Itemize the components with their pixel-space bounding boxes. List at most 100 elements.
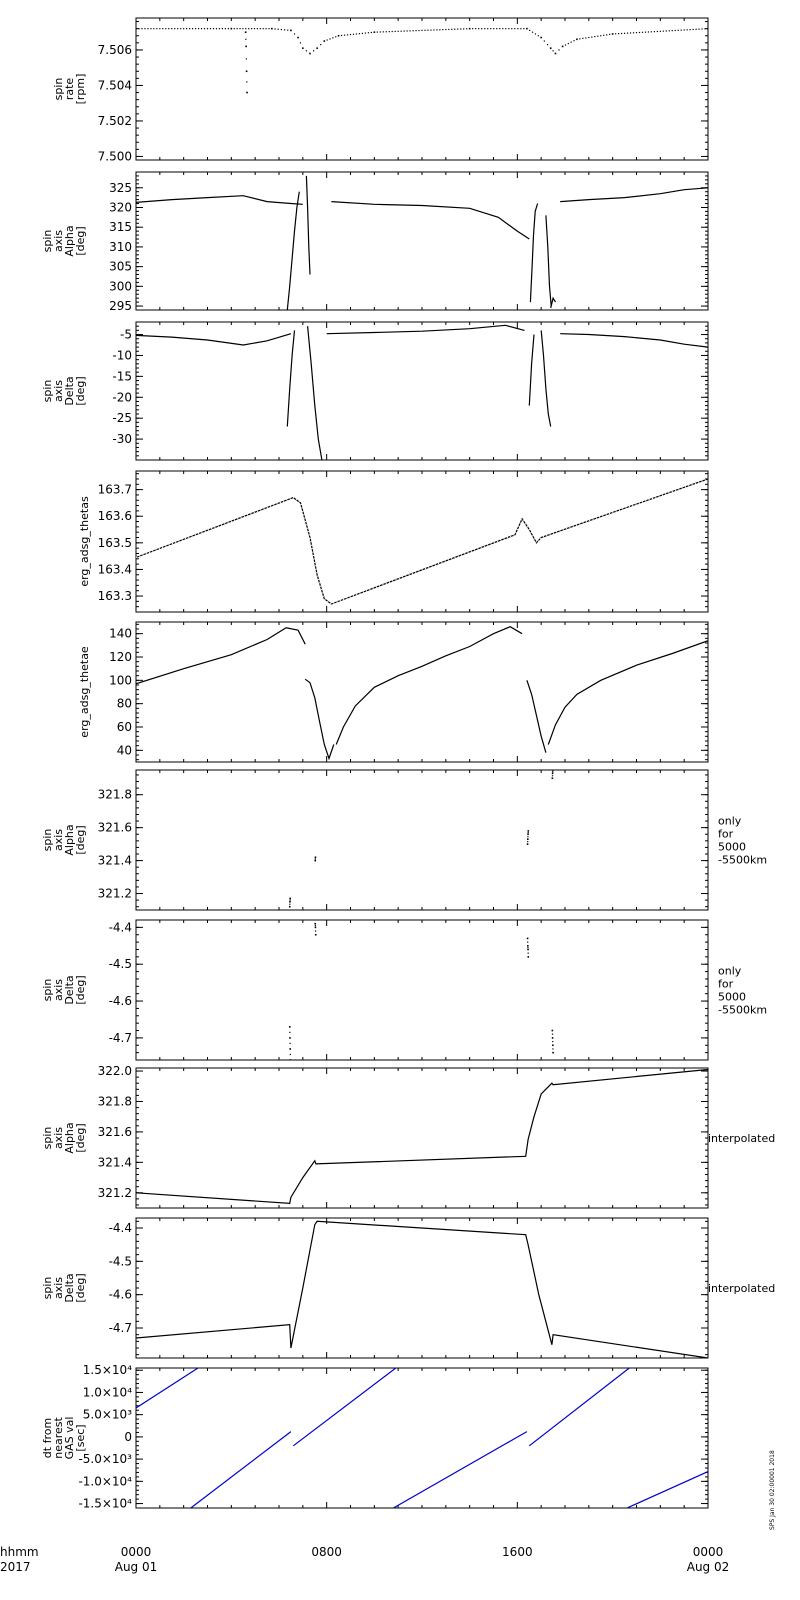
data-point xyxy=(346,34,349,36)
data-point xyxy=(527,836,529,838)
data-point xyxy=(290,29,292,32)
data-point xyxy=(245,45,247,48)
panel-frame xyxy=(135,1067,709,1209)
y-tick-label: 325 xyxy=(109,181,132,195)
data-point xyxy=(259,28,261,30)
data-point xyxy=(314,926,317,929)
y-tick-label: -30 xyxy=(112,432,132,446)
y-tick-label: 5.0×10³ xyxy=(83,1408,132,1422)
data-point xyxy=(314,859,317,862)
y-axis-label: [deg] xyxy=(74,1123,87,1152)
data-point xyxy=(352,33,355,35)
data-point xyxy=(233,28,235,30)
data-point xyxy=(262,28,264,30)
y-tick-label: -4.5 xyxy=(109,1254,132,1268)
panel-data xyxy=(136,1068,708,1205)
series-line-4 xyxy=(286,330,296,427)
data-point xyxy=(230,27,233,30)
y-tick-label: 7.500 xyxy=(98,149,132,163)
data-point xyxy=(147,28,149,30)
y-tick-label: 140 xyxy=(109,627,132,641)
data-point xyxy=(496,28,498,30)
data-point xyxy=(309,52,311,55)
data-point xyxy=(312,50,315,52)
data-point xyxy=(701,28,703,30)
y-tick-label: 163.5 xyxy=(98,536,132,550)
data-point xyxy=(245,38,247,40)
data-point xyxy=(305,50,308,52)
y-axis-label: axis xyxy=(52,829,65,851)
data-point xyxy=(487,28,489,30)
y-axis-label: [deg] xyxy=(74,376,87,405)
data-point xyxy=(597,35,599,37)
data-point xyxy=(165,28,167,30)
data-point xyxy=(527,952,529,954)
data-point xyxy=(527,838,529,840)
data-point xyxy=(454,28,456,30)
data-point xyxy=(517,28,519,30)
series-line-2 xyxy=(331,201,530,240)
data-point xyxy=(457,28,459,30)
data-point xyxy=(552,770,554,771)
data-point xyxy=(552,1048,554,1050)
data-point xyxy=(505,28,507,30)
data-point xyxy=(644,31,647,33)
y-tick-label: 163.3 xyxy=(98,589,132,603)
y-tick-label: 322.0 xyxy=(98,1064,132,1078)
data-point xyxy=(271,27,273,30)
y-axis-label: erg_adsg_thetae xyxy=(78,646,91,738)
panel-data xyxy=(136,478,708,605)
data-point xyxy=(606,34,608,36)
data-point xyxy=(265,28,267,30)
data-point xyxy=(656,30,658,33)
x-tick-label: 0800 xyxy=(311,1545,342,1559)
series-line-8 xyxy=(550,296,557,309)
panel-side-label: 5000 xyxy=(718,991,746,1004)
panel-frame xyxy=(135,470,709,613)
data-point xyxy=(314,922,317,925)
data-point xyxy=(573,40,575,42)
series-line-6 xyxy=(529,203,539,303)
data-point xyxy=(171,28,173,30)
data-point xyxy=(329,38,331,40)
panels-group: 7.5007.5027.5047.506spinrate[rpm]2953003… xyxy=(41,17,775,1511)
data-point xyxy=(677,29,679,31)
data-point xyxy=(289,1059,292,1060)
data-point xyxy=(343,34,346,36)
data-point xyxy=(409,30,411,32)
y-axis-label: [sec] xyxy=(74,1424,87,1451)
panel-frame xyxy=(135,919,709,1061)
y-tick-label: 315 xyxy=(109,220,132,234)
series-line-7 xyxy=(540,330,552,427)
data-point xyxy=(156,28,158,30)
data-point xyxy=(615,33,617,35)
y-axis-label: [deg] xyxy=(74,226,87,255)
series-line-6 xyxy=(626,1471,708,1508)
series-line-3 xyxy=(560,333,708,348)
data-point xyxy=(668,30,670,32)
data-point xyxy=(189,28,191,30)
data-point xyxy=(337,34,340,37)
x-tick-date-label: Aug 02 xyxy=(687,1560,730,1574)
data-point xyxy=(168,28,170,30)
y-axis-label: axis xyxy=(52,1277,65,1299)
panel-data xyxy=(136,1220,708,1358)
data-point xyxy=(674,29,676,32)
data-point xyxy=(218,28,221,30)
y-tick-label: 321.8 xyxy=(98,1094,132,1108)
data-point xyxy=(332,37,334,39)
data-point xyxy=(141,28,143,30)
data-point xyxy=(478,28,480,30)
y-tick-label: 321.2 xyxy=(98,1186,132,1200)
data-point xyxy=(558,49,560,51)
data-point xyxy=(695,28,697,30)
data-point xyxy=(138,28,140,30)
data-point xyxy=(397,30,399,32)
data-point xyxy=(527,841,529,843)
data-point xyxy=(373,31,376,33)
y-axis-label: spin xyxy=(41,230,54,253)
